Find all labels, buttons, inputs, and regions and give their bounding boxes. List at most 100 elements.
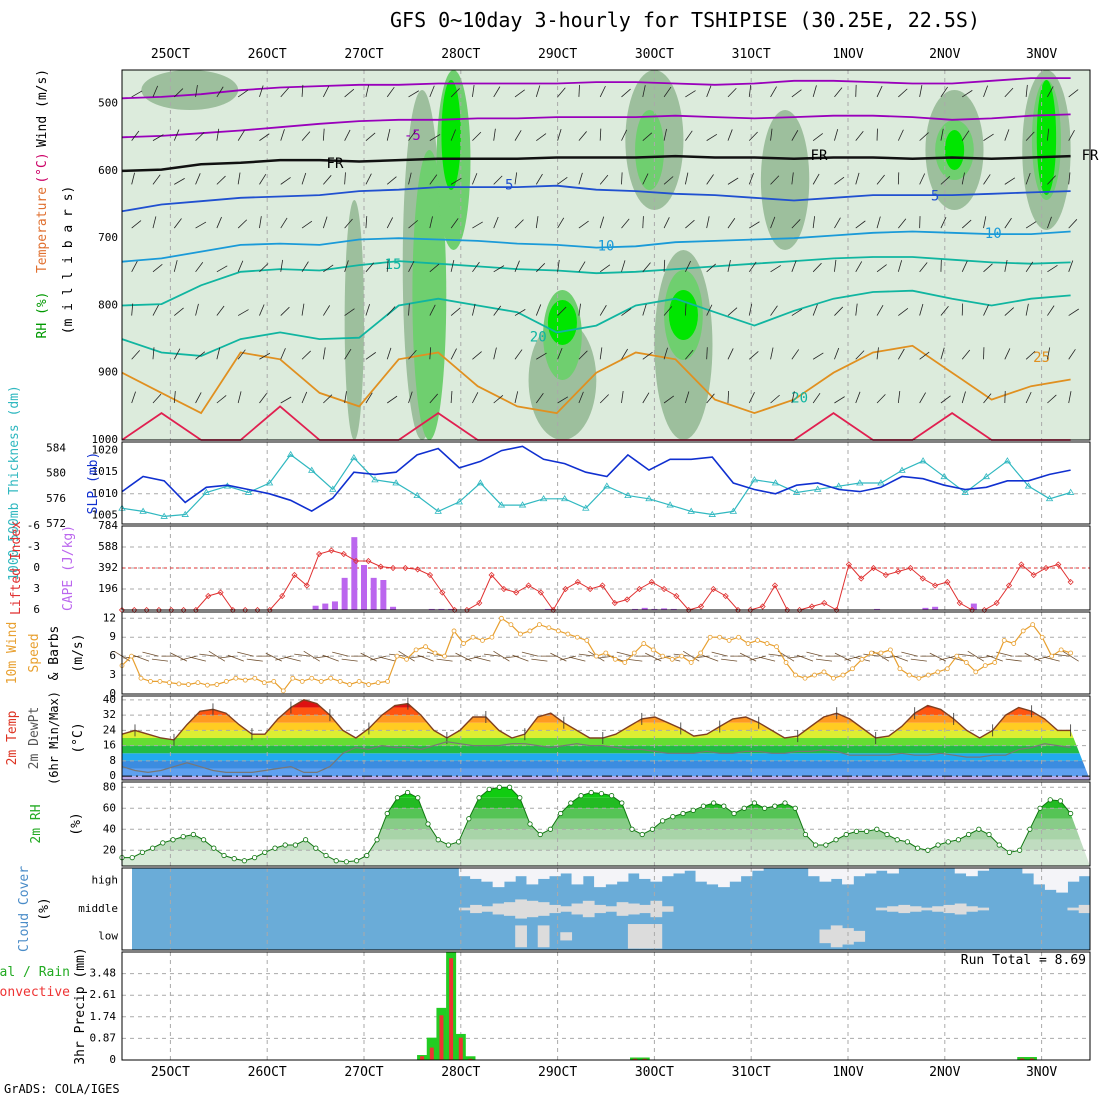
panel-frame (121, 441, 1091, 525)
wind-barb (919, 351, 930, 360)
wind-barb (897, 348, 905, 360)
wind-speed-point (755, 637, 760, 643)
wind-barb (770, 305, 778, 316)
right-tick-label: 1005 (92, 508, 119, 521)
wind-barb (642, 216, 644, 229)
lifted-index-point (759, 603, 766, 610)
cloud-cell (853, 868, 866, 877)
wind-barb (919, 85, 923, 97)
wind-barb (983, 304, 989, 316)
rh-point (629, 826, 635, 832)
contour-label: FR (811, 148, 828, 164)
wind-barb (173, 88, 184, 98)
lifted-index-point (956, 599, 963, 607)
rh-point (231, 856, 237, 862)
temp2m-panel: 0 8 16 24 32 40 2m Temp 2m DewPt (6hr Min/Max) (°… (5, 691, 1091, 785)
cloud-cell (875, 907, 888, 911)
wind-barb (645, 652, 662, 662)
wind-speed-point (812, 672, 817, 678)
temp-line (121, 699, 1071, 741)
wind-barb (682, 650, 700, 662)
lifted-index-point (316, 550, 323, 558)
wind-barb (131, 350, 141, 360)
rh-band (122, 808, 1090, 819)
rh-region (760, 110, 810, 250)
wind-barb (557, 87, 566, 98)
cloud-cell (819, 929, 832, 944)
wind-barb (749, 351, 759, 360)
wind-barb (919, 262, 928, 273)
rh-point (864, 828, 870, 834)
wind-speed-point (821, 669, 827, 675)
wind-barb (514, 130, 522, 141)
rh-point (415, 795, 421, 801)
rh-region (635, 110, 665, 190)
wind-barb (301, 131, 311, 141)
lifted-index-point (476, 599, 483, 607)
cloud-cell (977, 907, 990, 911)
wind-barb (322, 216, 328, 229)
cloud-cell (549, 904, 561, 914)
wind-barb (855, 172, 860, 185)
wind-speed-point (186, 682, 191, 687)
wind-barb (259, 352, 271, 360)
cloud-row-label: high (92, 874, 119, 887)
wind-speed-point (271, 678, 277, 684)
cloud-cell (616, 902, 629, 916)
lifted-index-point (537, 589, 544, 596)
wind-barb (758, 656, 776, 662)
thickness-point (792, 488, 801, 495)
wind-barb (962, 90, 973, 98)
wind-barb (685, 260, 691, 272)
rh-point (262, 849, 268, 855)
wind-barb (706, 133, 718, 141)
x-top-tick-label: 26OCT (248, 47, 287, 62)
wind-speed-point (897, 666, 903, 672)
wind-barb (1068, 89, 1079, 98)
wind-barb (834, 176, 845, 185)
rh-point (547, 826, 554, 832)
cloud-cell (582, 868, 595, 877)
cape-bar (438, 608, 445, 610)
wind-barb (599, 85, 606, 98)
rh-point (996, 842, 1002, 848)
wind-barb (450, 177, 462, 185)
wind-speed-point (745, 641, 751, 646)
cape-bar (390, 606, 397, 610)
wind-barb (199, 653, 216, 657)
wind-barb (429, 216, 433, 229)
thickness-point (1066, 488, 1075, 495)
wind-barb (961, 260, 968, 272)
lifted-index-point (710, 585, 717, 593)
wind-barb (472, 392, 479, 404)
wind-barb (280, 259, 284, 272)
wind-barb (436, 658, 453, 662)
wind-barb (280, 129, 285, 141)
wind-barb (216, 265, 228, 273)
wind-barb (195, 221, 207, 229)
wind-barb (174, 178, 185, 185)
chart-title: GFS 0~10day 3-hourly for TSHIPISE (30.25… (390, 8, 981, 32)
wind-barb (834, 396, 845, 404)
run-total: Run Total = 8.69 (961, 953, 1086, 968)
wind-speed-point (261, 680, 267, 686)
wind-barb (876, 304, 884, 316)
wind-barb (791, 89, 802, 98)
lifted-index-point (500, 585, 507, 593)
cape-bar (380, 580, 387, 610)
contour-label: 15 (385, 257, 402, 273)
precip-convective-bar (429, 1047, 434, 1060)
wind-speed-point (612, 656, 618, 662)
wind-barb (379, 656, 396, 662)
rh-point (680, 810, 686, 817)
wind-barb (891, 654, 909, 662)
lifted-index-point (205, 592, 212, 600)
x-top-tick-label: 27OCT (344, 47, 383, 62)
wind-barb (706, 174, 714, 185)
wind-barb (663, 86, 672, 98)
cloud-cell (819, 868, 832, 882)
wind-barb (216, 216, 222, 229)
rh-point (180, 833, 186, 840)
wind-speed-point (1030, 622, 1036, 628)
